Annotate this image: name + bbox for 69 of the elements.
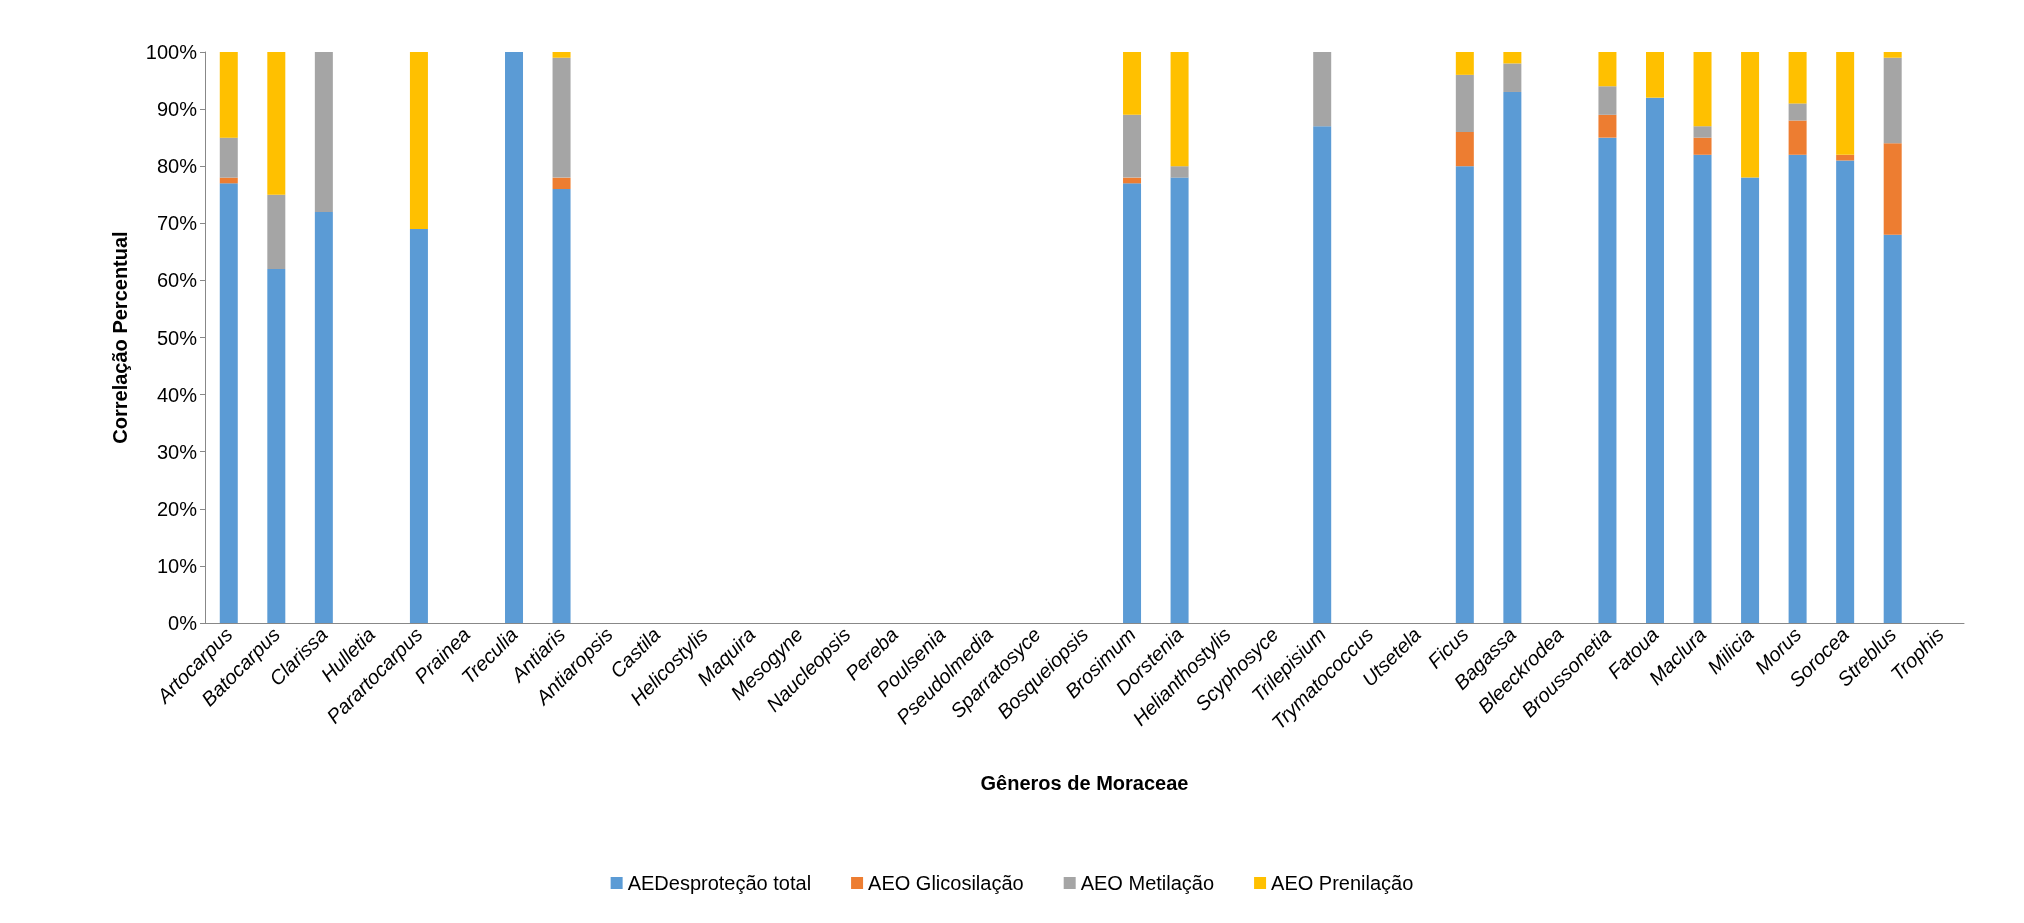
bar [1645, 97, 1664, 623]
bar [219, 137, 238, 178]
bar [1313, 52, 1332, 127]
bar [1313, 126, 1332, 623]
y-tick-label: 60% [156, 269, 198, 292]
bar [267, 52, 286, 195]
bar [1455, 131, 1474, 167]
bar [552, 189, 571, 623]
y-tick-label: 90% [156, 98, 198, 121]
bar [1788, 120, 1807, 155]
y-tick-label: 70% [156, 212, 198, 235]
bar [505, 52, 524, 623]
bar [1455, 166, 1474, 623]
bar [1883, 234, 1902, 623]
y-tick-label: 100% [145, 41, 198, 63]
bar [314, 52, 333, 212]
bar [1883, 52, 1902, 58]
bar [1693, 137, 1712, 155]
bar [1503, 91, 1522, 623]
legend-label: AEO Glicosilação [868, 872, 1024, 894]
y-tick-label: 0% [168, 612, 198, 634]
y-tick-label: 30% [156, 440, 198, 463]
bar [1503, 52, 1522, 64]
bar [219, 183, 238, 623]
legend-label: AEO Prenilação [1271, 872, 1414, 894]
y-axis-title: Correlação Percentual [109, 231, 131, 444]
y-tick-label: 20% [156, 497, 198, 520]
bar [314, 211, 333, 623]
bar [1598, 114, 1617, 138]
bar [552, 57, 571, 178]
bar [1123, 114, 1142, 178]
bar [1170, 177, 1189, 623]
bar [1788, 52, 1807, 104]
bar [1598, 86, 1617, 115]
bar [1455, 52, 1474, 75]
bar [409, 52, 428, 230]
bar [1836, 52, 1855, 155]
y-tick-label: 10% [156, 554, 198, 577]
bar [1883, 57, 1902, 144]
bar [267, 194, 286, 269]
bar [409, 229, 428, 623]
bar [1503, 63, 1522, 92]
bar [1883, 143, 1902, 235]
bar [1645, 52, 1664, 98]
bar [267, 268, 286, 623]
bar [1788, 103, 1807, 121]
bar [1693, 154, 1712, 623]
bar [1170, 166, 1189, 178]
legend-label: AEO Metilação [1080, 872, 1215, 894]
x-axis-title: Gêneros de Moraceae [980, 772, 1189, 794]
bar [1170, 52, 1189, 167]
bar [1693, 126, 1712, 138]
bar [1788, 154, 1807, 623]
bar [552, 177, 571, 190]
bar [1836, 160, 1855, 623]
bar [1741, 177, 1760, 623]
bar [1123, 183, 1142, 623]
y-tick-label: 40% [156, 383, 198, 406]
y-tick-label: 80% [156, 155, 198, 178]
legend-label: AEDesproteção total [627, 872, 812, 894]
bar [1598, 137, 1617, 623]
bar [219, 52, 238, 138]
bar [1598, 52, 1617, 87]
bar [1741, 52, 1760, 178]
bar [1123, 52, 1142, 115]
bar [552, 52, 571, 58]
y-tick-label: 50% [156, 326, 198, 349]
bar [1693, 52, 1712, 127]
bar [1455, 74, 1474, 132]
